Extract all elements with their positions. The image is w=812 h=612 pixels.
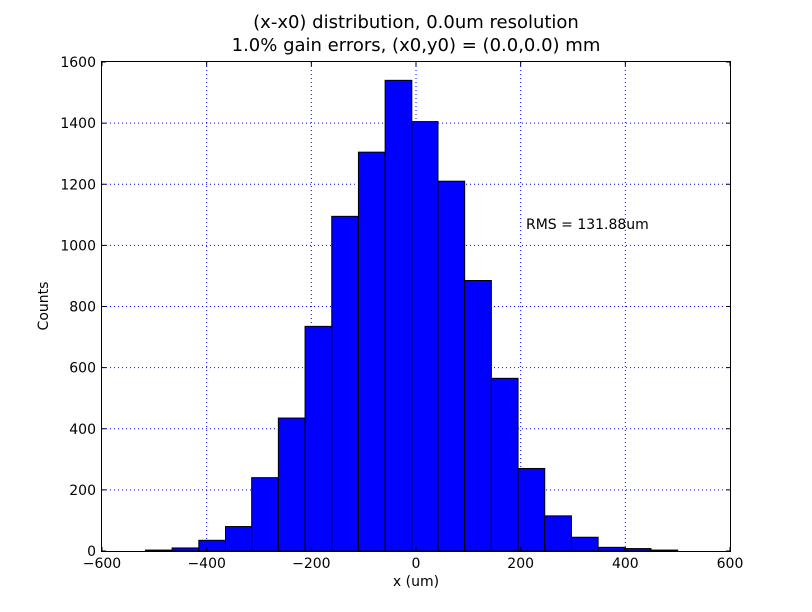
histogram-bar	[225, 526, 253, 552]
y-tick-label: 800	[69, 300, 96, 316]
rms-annotation: RMS = 131.88um	[526, 217, 649, 233]
y-tick-label: 200	[69, 483, 96, 499]
x-axis-label: x (um)	[393, 574, 439, 590]
histogram-bar	[623, 548, 652, 552]
axis-ticks: −600 −400 −200 0 200 400 600 0 200 400 600 800 1000 1…	[60, 55, 743, 572]
chart-title: (x-x0) distribution, 0.0um resolution	[253, 12, 579, 33]
histogram-bar	[650, 549, 679, 552]
x-tick-label: −200	[292, 556, 330, 572]
y-tick-label: 600	[69, 361, 96, 377]
chart-subtitle: 1.0% gain errors, (x0,y0) = (0.0,0.0) mm	[232, 35, 601, 56]
y-tick-label: 0	[87, 544, 96, 560]
y-tick-label: 400	[69, 422, 96, 438]
histogram-bar	[357, 151, 386, 552]
histogram-bars	[144, 79, 679, 552]
x-tick-label: −400	[187, 556, 225, 572]
histogram-bar	[171, 547, 200, 552]
histogram-bar	[144, 549, 173, 552]
x-tick-label: −600	[83, 556, 121, 572]
y-tick-label: 1600	[60, 55, 96, 71]
x-tick-label: 600	[717, 556, 744, 572]
y-tick-label: 1200	[60, 177, 96, 193]
histogram-bar	[437, 180, 466, 552]
histogram-bar	[570, 536, 599, 552]
x-tick-label: 0	[412, 556, 421, 572]
y-tick-label: 1400	[60, 116, 96, 132]
histogram-bar	[331, 215, 359, 552]
histogram-bar	[490, 377, 519, 552]
y-axis-label: Counts	[36, 282, 52, 331]
histogram-bar	[464, 280, 492, 552]
histogram-bar	[411, 121, 439, 552]
plot-frame	[101, 61, 731, 552]
histogram-bar	[597, 546, 625, 552]
histogram-bar	[198, 539, 227, 552]
histogram-bar	[517, 467, 546, 552]
x-tick-label: 200	[507, 556, 534, 572]
histogram-bar	[304, 325, 333, 552]
histogram-bar	[384, 79, 413, 552]
histogram-bar	[251, 477, 279, 552]
histogram-bar	[277, 417, 306, 552]
y-tick-label: 1000	[60, 238, 96, 254]
histogram-bar	[544, 515, 572, 552]
x-tick-label: 400	[612, 556, 639, 572]
